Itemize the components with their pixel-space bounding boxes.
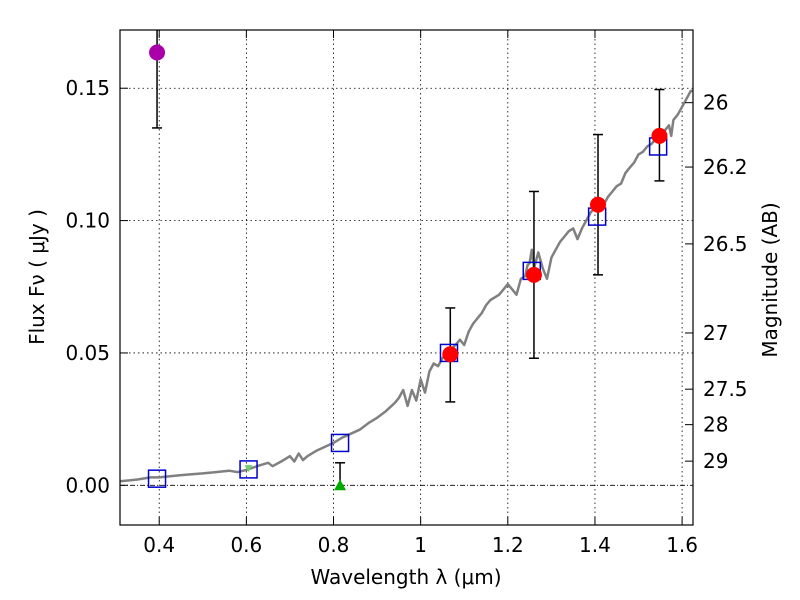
right-axis-label: Magnitude (AB) bbox=[758, 202, 782, 357]
y-tick-label: 0.15 bbox=[65, 76, 110, 100]
observed-data-point bbox=[525, 266, 542, 283]
mag-tick-label: 27.5 bbox=[703, 377, 748, 401]
y-tick-label: 0.05 bbox=[65, 341, 110, 365]
plot-frame bbox=[119, 29, 694, 526]
mag-tick-label: 26 bbox=[703, 91, 728, 115]
faint-green-point bbox=[244, 465, 253, 473]
x-axis-label: Wavelength λ (μm) bbox=[310, 565, 501, 589]
mag-tick-label: 26.2 bbox=[703, 155, 748, 179]
model-spectrum-line bbox=[119, 89, 693, 483]
x-tick-label: 0.4 bbox=[143, 533, 175, 557]
x-tick-label: 0.6 bbox=[230, 533, 262, 557]
model-photometry-square bbox=[147, 469, 167, 488]
mag-tick-label: 29 bbox=[703, 449, 728, 473]
y-tick-label: 0.10 bbox=[65, 209, 110, 233]
y-axis-label: Flux Fν ( μJy ) bbox=[25, 209, 49, 345]
spectrum-layer bbox=[119, 89, 693, 483]
ticklabel-layer: 0.4 0.6 0.8 1 1.2 1.4 1.6 0.00 0.05 0.10 0.15 26 26.… bbox=[65, 76, 747, 557]
x-tick-label: 1.6 bbox=[666, 533, 698, 557]
x-tick-label: 1.4 bbox=[579, 533, 611, 557]
x-tick-label: 0.8 bbox=[318, 533, 350, 557]
marker-layer bbox=[147, 44, 668, 491]
observed-data-point bbox=[590, 196, 607, 213]
model-photometry-square bbox=[330, 433, 350, 453]
green-triangle-point bbox=[334, 479, 347, 491]
purple-data-point bbox=[149, 44, 166, 61]
grid-layer bbox=[120, 30, 693, 525]
errorbar-layer bbox=[152, 30, 665, 486]
model-photometry-square bbox=[239, 460, 258, 479]
observed-data-point bbox=[442, 346, 459, 363]
tick-layer bbox=[120, 30, 693, 525]
mag-tick-label: 27 bbox=[703, 321, 728, 345]
mag-tick-label: 28 bbox=[703, 413, 728, 437]
observed-data-point bbox=[651, 127, 668, 144]
x-tick-label: 1.2 bbox=[492, 533, 524, 557]
mag-tick-label: 26.5 bbox=[703, 232, 748, 256]
y-tick-label: 0.00 bbox=[65, 473, 110, 497]
x-tick-label: 1 bbox=[414, 533, 427, 557]
